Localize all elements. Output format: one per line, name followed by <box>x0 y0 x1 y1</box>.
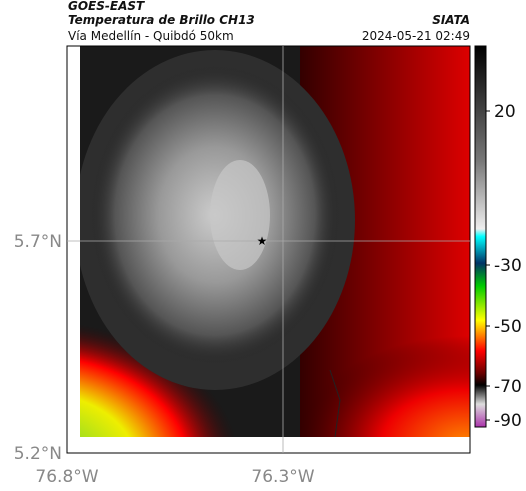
lat-label: 5.2°N <box>14 444 62 464</box>
subtitle: Vía Medellín - Quibdó 50km <box>68 29 234 43</box>
colorbar-label: -90 <box>494 411 522 431</box>
product: GOES-EAST <box>68 0 145 13</box>
marker: ★ <box>257 234 268 248</box>
colorbar-label: -70 <box>494 377 522 397</box>
source: SIATA <box>432 13 470 27</box>
colorbar-label: -50 <box>494 317 522 337</box>
lon-label: 76.8°W <box>35 467 98 487</box>
imagery <box>80 46 470 437</box>
lon-label: 76.3°W <box>251 467 314 487</box>
colorbar-label: 20 <box>494 102 516 122</box>
lat-label: 5.7°N <box>14 232 62 252</box>
title: Temperatura de Brillo CH13 <box>68 13 255 27</box>
colorbar <box>474 45 487 428</box>
colorbar-label: -30 <box>494 256 522 276</box>
timestamp: 2024-05-21 02:49 <box>362 29 470 43</box>
map-frame <box>66 45 471 454</box>
